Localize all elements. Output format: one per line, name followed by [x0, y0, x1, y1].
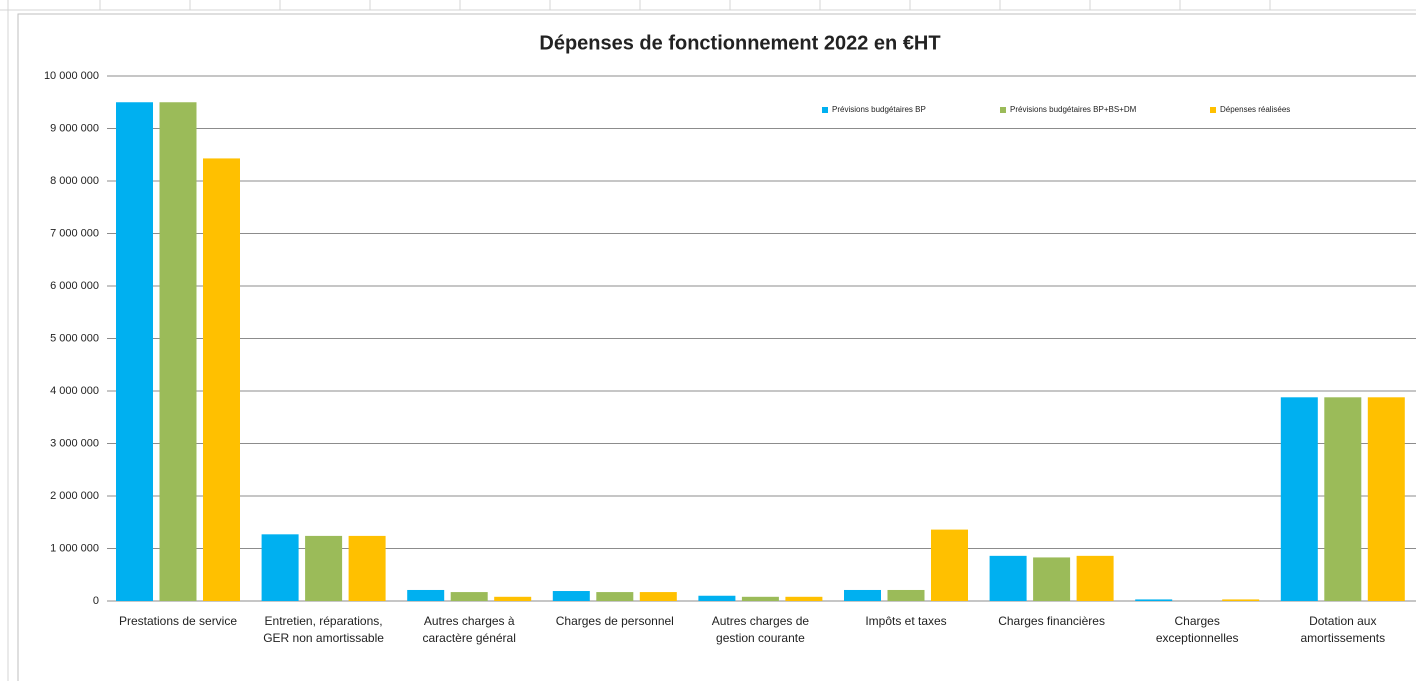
x-tick-label: Entretien, réparations, GER non amortiss…	[263, 614, 384, 645]
legend-label: Prévisions budgétaires BP	[832, 105, 926, 114]
bar	[844, 589, 881, 601]
y-tick-label: 6 000 000	[50, 280, 99, 292]
bar	[261, 534, 299, 601]
y-tick-label: 0	[93, 595, 99, 607]
bar	[450, 592, 488, 601]
y-tick-label: 9 000 000	[50, 122, 99, 134]
y-tick-label: 2 000 000	[50, 490, 99, 502]
bar	[741, 596, 779, 601]
y-tick-label: 5 000 000	[50, 332, 99, 344]
y-tick-label: 10 000 000	[44, 70, 99, 82]
bar	[596, 592, 634, 601]
bar	[1324, 397, 1362, 601]
y-tick-label: 7 000 000	[50, 227, 99, 239]
bar	[407, 589, 445, 601]
y-tick-label: 1 000 000	[50, 542, 99, 554]
bar	[785, 596, 823, 601]
bar	[698, 595, 736, 601]
x-tick-label: Charges financières	[998, 614, 1105, 628]
legend-swatch	[822, 107, 828, 113]
chart-title: Dépenses de fonctionnement 2022 en €HT	[539, 32, 940, 54]
bar	[1222, 599, 1260, 601]
bar	[552, 591, 590, 601]
legend-swatch	[1000, 107, 1006, 113]
bar	[887, 589, 925, 601]
bar	[1135, 599, 1173, 601]
x-tick-label: Impôts et taxes	[865, 614, 947, 628]
bar	[348, 535, 386, 601]
legend-label: Prévisions budgétaires BP+BS+DM	[1010, 105, 1137, 114]
chart-area	[17, 13, 1416, 681]
legend-swatch	[1210, 107, 1216, 113]
y-tick-label: 3 000 000	[50, 437, 99, 449]
x-tick-label: Autres charges de gestion courante	[711, 614, 810, 645]
bar	[1280, 397, 1318, 601]
x-tick-label: Charges de personnel	[555, 614, 674, 628]
bar	[305, 535, 343, 601]
bar	[203, 158, 240, 602]
y-tick-label: 8 000 000	[50, 175, 99, 187]
bar	[1367, 397, 1405, 601]
x-tick-label: Autres charges à caractère général	[422, 614, 516, 645]
bar	[931, 529, 968, 601]
x-tick-label: Charges exceptionnelles	[1155, 614, 1239, 645]
legend-label: Dépenses réalisées	[1220, 105, 1290, 114]
bar	[639, 592, 677, 601]
bar	[159, 102, 197, 601]
bar	[494, 596, 532, 601]
y-tick-label: 4 000 000	[50, 385, 99, 397]
x-tick-label: Prestations de service	[118, 614, 238, 628]
x-tick-label: Dotation aux amortissements	[1300, 614, 1386, 645]
bar	[989, 555, 1027, 601]
bar	[1076, 555, 1114, 601]
bar	[1033, 557, 1071, 601]
bar	[116, 102, 153, 601]
